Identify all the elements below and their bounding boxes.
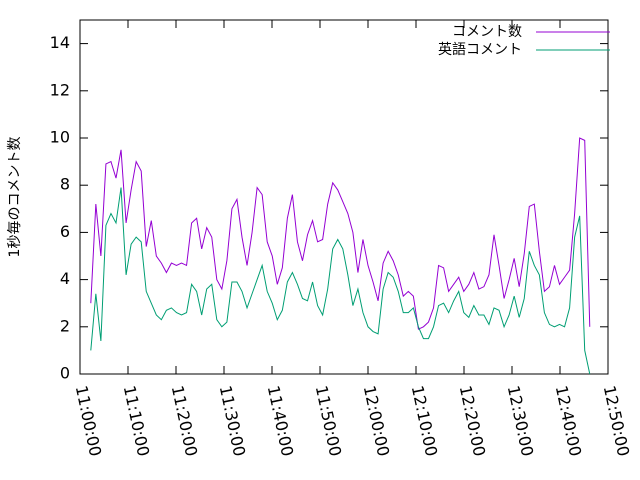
x-tick-label: 11:30:00	[216, 384, 250, 458]
series-line	[90, 137, 591, 330]
y-axis-label: 1秒毎のコメント数	[7, 137, 23, 258]
y-tick-label: 0	[60, 364, 70, 383]
y-tick-label: 12	[50, 80, 70, 99]
series-line	[90, 187, 591, 375]
x-tick-label: 12:10:00	[408, 384, 442, 458]
y-tick-label: 6	[60, 222, 70, 241]
y-tick-label: 14	[50, 33, 70, 52]
y-tick-label: 8	[60, 175, 70, 194]
x-tick-label: 12:00:00	[360, 384, 394, 458]
x-tick-label: 12:50:00	[600, 384, 634, 458]
x-tick-label: 12:40:00	[552, 384, 586, 458]
x-tick-label: 11:10:00	[120, 384, 154, 458]
x-tick-label: 11:00:00	[72, 384, 106, 458]
x-tick-label: 12:20:00	[456, 384, 490, 458]
y-tick-label: 2	[60, 316, 70, 335]
legend-label: 英語コメント	[438, 41, 522, 58]
plot-border	[79, 19, 609, 375]
x-tick-label: 11:40:00	[264, 384, 298, 458]
x-tick-label: 12:30:00	[504, 384, 538, 458]
legend-label: コメント数	[452, 24, 522, 40]
x-tick-label: 11:50:00	[312, 384, 346, 458]
y-tick-label: 4	[60, 269, 70, 288]
x-tick-label: 11:20:00	[168, 384, 202, 458]
y-tick-label: 10	[50, 128, 70, 147]
